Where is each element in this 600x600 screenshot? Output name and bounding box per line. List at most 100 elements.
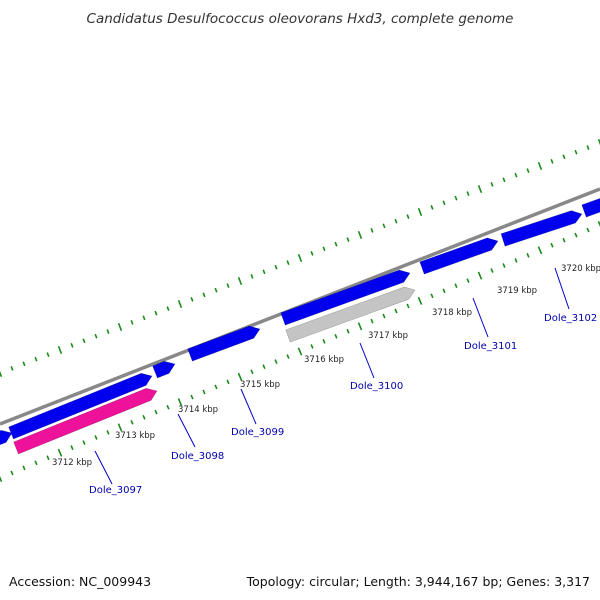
- outer-tick: [550, 159, 554, 164]
- inner-tick: [166, 404, 170, 410]
- gene-link-dole-3099[interactable]: Dole_3099: [231, 427, 284, 438]
- outer-tick-track: [0, 138, 600, 378]
- leader-line-dole-3101: [472, 297, 489, 338]
- inner-tick: [586, 227, 590, 233]
- inner-tick-track: [0, 221, 600, 482]
- inner-tick: [442, 288, 446, 294]
- gene-partial-left[interactable]: [0, 429, 13, 447]
- inner-tick: [370, 318, 374, 324]
- outer-tick: [94, 333, 98, 339]
- gene-label-dole-3101[interactable]: Dole_3101: [464, 341, 517, 352]
- outer-tick: [490, 182, 494, 187]
- gene-label-dole-3097[interactable]: Dole_3097: [89, 485, 142, 496]
- outer-tick: [310, 251, 314, 256]
- gene-label-dole-3098[interactable]: Dole_3098: [171, 451, 224, 462]
- inner-tick: [237, 372, 243, 381]
- outer-tick: [22, 361, 26, 367]
- outer-tick: [57, 345, 63, 355]
- outer-tick: [0, 370, 3, 378]
- inner-tick: [357, 322, 363, 331]
- inner-tick: [106, 430, 110, 435]
- inner-tick: [154, 409, 158, 415]
- gene-arrow-c[interactable]: [187, 325, 261, 362]
- inner-tick: [430, 293, 434, 299]
- inner-tick: [177, 398, 183, 407]
- inner-tick: [70, 445, 74, 450]
- outer-tick: [117, 322, 123, 332]
- outer-tick: [202, 292, 206, 298]
- gene-link-dole-3097[interactable]: Dole_3097: [89, 485, 142, 496]
- inner-tick: [142, 414, 146, 420]
- tick-label-3714: 3714 kbp: [178, 405, 218, 415]
- inner-tick: [502, 263, 506, 268]
- tick-label-3713: 3713 kbp: [115, 431, 155, 441]
- outer-tick: [526, 168, 530, 173]
- scale-labels: 3712 kbp 3713 kbp 3714 kbp 3715 kbp 3716…: [52, 264, 600, 468]
- leader-line-dole-3099: [240, 388, 257, 425]
- outer-tick: [477, 184, 483, 194]
- inner-tick: [214, 384, 218, 390]
- outer-tick: [250, 274, 254, 279]
- gene-link-dole-3101[interactable]: Dole_3101: [464, 341, 517, 352]
- outer-tick: [574, 149, 578, 155]
- outer-tick: [562, 154, 566, 160]
- outer-tick: [417, 207, 423, 217]
- gene-link-dole-3098[interactable]: Dole_3098: [171, 451, 224, 462]
- inner-tick: [466, 278, 470, 283]
- gene-arrow-dole-3100[interactable]: [285, 286, 416, 343]
- leader-line-dole-3100: [359, 342, 375, 379]
- outer-tick: [142, 315, 146, 321]
- outer-tick: [190, 297, 194, 302]
- outer-tick: [106, 329, 110, 334]
- outer-tick: [454, 195, 458, 201]
- outer-tick: [286, 260, 290, 265]
- tick-label-3716: 3716 kbp: [304, 355, 344, 365]
- gene-label-dole-3099[interactable]: Dole_3099: [231, 427, 284, 438]
- inner-tick: [394, 308, 398, 314]
- gene-label-dole-3102[interactable]: Dole_3102: [544, 313, 597, 324]
- outer-tick: [514, 172, 518, 178]
- inner-tick: [274, 359, 278, 364]
- inner-tick: [94, 435, 98, 440]
- outer-tick: [406, 214, 410, 219]
- leader-line-dole-3097: [94, 450, 113, 485]
- tick-label-3718: 3718 kbp: [432, 308, 472, 318]
- inner-tick: [286, 354, 290, 359]
- outer-tick: [597, 138, 600, 146]
- gene-arrow-e[interactable]: [419, 237, 499, 275]
- inner-tick: [382, 313, 386, 319]
- gene-arrow-d[interactable]: [280, 269, 411, 326]
- tick-label-3719: 3719 kbp: [497, 286, 537, 296]
- accession-text: Accession: NC_009943: [9, 574, 151, 589]
- outer-tick: [154, 310, 158, 316]
- outer-tick: [130, 320, 134, 325]
- inner-tick: [190, 394, 194, 400]
- outer-tick: [237, 276, 243, 286]
- gene-link-dole-3102[interactable]: Dole_3102: [544, 313, 597, 324]
- tick-label-3712: 3712 kbp: [52, 458, 92, 468]
- gene-arrow-f[interactable]: [500, 210, 583, 247]
- outer-tick: [82, 338, 86, 344]
- outer-tick: [442, 200, 446, 206]
- outer-tick: [297, 253, 303, 263]
- inner-tick: [57, 448, 63, 457]
- outer-tick: [430, 205, 434, 210]
- inner-tick: [322, 339, 326, 344]
- tick-label-3717: 3717 kbp: [368, 331, 408, 341]
- inner-tick: [34, 460, 38, 466]
- gene-arrow-b[interactable]: [152, 360, 176, 379]
- outer-tick: [394, 218, 398, 224]
- gene-arrow-a[interactable]: [8, 372, 153, 440]
- outer-tick: [214, 287, 218, 293]
- leader-line-dole-3102: [554, 267, 570, 310]
- tick-label-3715: 3715 kbp: [240, 380, 280, 390]
- gene-arrow-dole-3097[interactable]: [13, 387, 158, 455]
- inner-tick: [537, 246, 543, 255]
- outer-tick: [502, 177, 506, 183]
- outer-tick: [370, 228, 374, 233]
- gene-partial-right[interactable]: [581, 198, 600, 218]
- gene-label-dole-3100[interactable]: Dole_3100: [350, 381, 403, 392]
- genome-summary-text: Topology: circular; Length: 3,944,167 bp…: [246, 574, 590, 589]
- map-title: Candidatus Desulfococcus oleovorans Hxd3…: [87, 11, 514, 27]
- gene-link-dole-3100[interactable]: Dole_3100: [350, 381, 403, 392]
